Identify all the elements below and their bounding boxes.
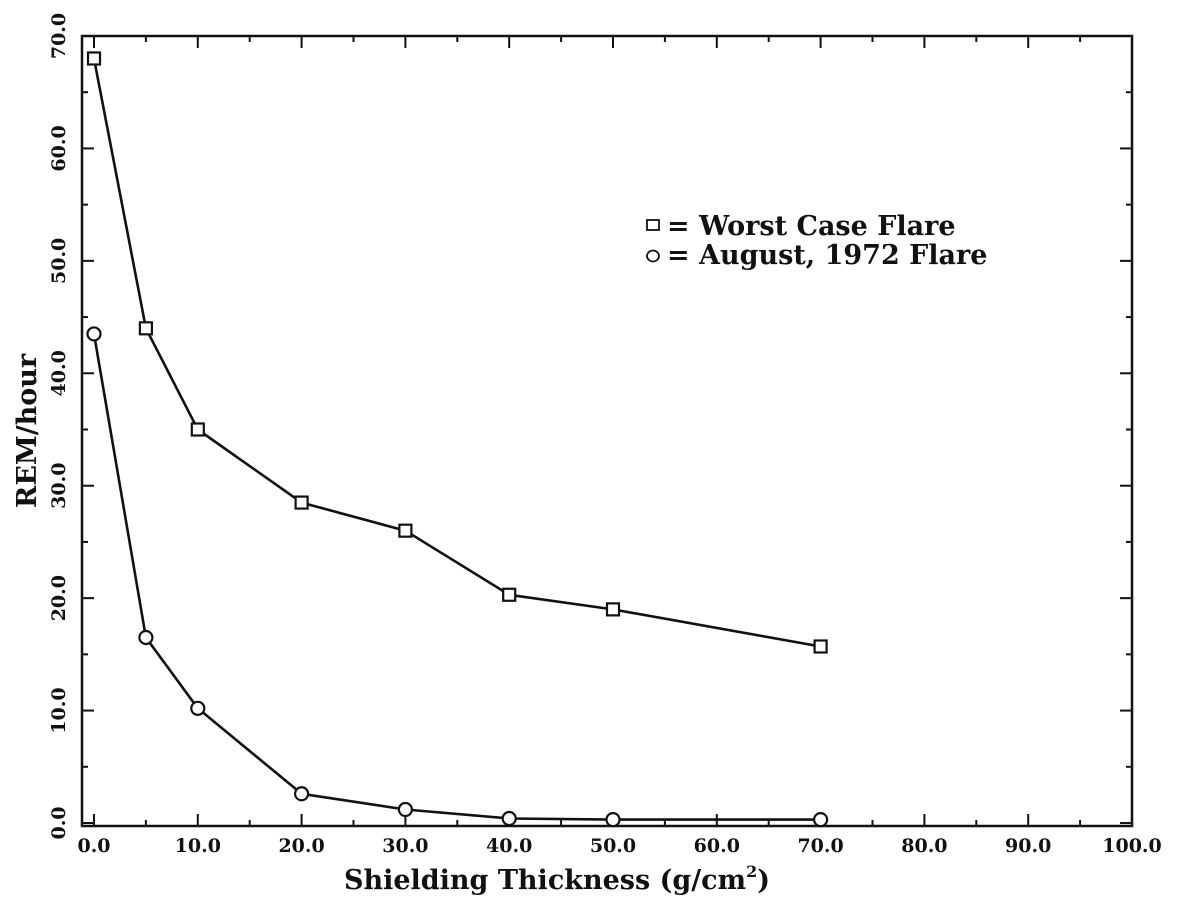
data-point-circle [605, 812, 621, 828]
y-tick-label: 10.0 [48, 687, 70, 733]
x-axis-title-main: Shielding Thickness (g/cm [344, 865, 746, 896]
x-axis-title-superscript: 2 [746, 862, 757, 881]
x-tick-label: 100.0 [1102, 835, 1162, 857]
x-tick-label: 20.0 [278, 835, 324, 857]
legend-label-august-1972: = August, 1972 Flare [667, 240, 987, 271]
data-point-square [502, 587, 517, 602]
data-point-circle [190, 700, 206, 716]
data-point-circle [294, 786, 310, 802]
y-axis-title: REM/hour [12, 353, 43, 508]
y-tick-label: 30.0 [48, 463, 70, 509]
x-axis-title: Shielding Thickness (g/cm2) [344, 862, 770, 896]
data-point-circle [501, 810, 517, 827]
legend-label-worst-case: = Worst Case Flare [667, 211, 956, 242]
data-point-square [398, 523, 413, 538]
x-axis-title-suffix: ) [757, 865, 770, 896]
data-point-circle [86, 326, 102, 342]
series-layer [86, 51, 829, 828]
x-tick-label: 80.0 [901, 835, 947, 857]
plot-frame [80, 34, 1134, 828]
data-point-circle [138, 629, 154, 646]
y-tick-label: 70.0 [48, 13, 70, 59]
axis-ticks [82, 35, 1133, 826]
x-tick-label: 70.0 [797, 835, 843, 857]
y-tick-label: 20.0 [48, 575, 70, 621]
x-tick-label: 0.0 [77, 835, 110, 857]
legend-circle-marker [646, 249, 660, 263]
x-tick-label: 40.0 [486, 835, 532, 857]
series-line-0 [92, 58, 821, 648]
data-point-circle [812, 812, 829, 828]
data-point-square [605, 602, 621, 617]
data-point-square [294, 495, 309, 510]
data-point-square [86, 51, 102, 66]
x-tick-labels: 0.0 10.0 20.0 30.0 40.0 50.0 60.0 70.0 80.0 90.0 1… [77, 835, 1161, 857]
x-tick-label: 50.0 [590, 835, 636, 857]
y-tick-label: 40.0 [48, 350, 70, 396]
legend-square-marker [646, 219, 660, 231]
y-tick-labels: 0.0 10.0 20.0 30.0 40.0 50.0 60.0 70.0 [48, 13, 70, 840]
data-point-square [138, 321, 153, 336]
series-line-1 [92, 333, 821, 821]
y-tick-label: 50.0 [48, 238, 70, 284]
data-point-square [813, 639, 828, 654]
x-tick-label: 10.0 [175, 835, 221, 857]
y-tick-label: 60.0 [48, 125, 70, 171]
x-tick-label: 30.0 [382, 835, 428, 857]
legend: = Worst Case Flare = August, 1972 Flare [646, 211, 987, 271]
data-point-circle [397, 801, 413, 818]
x-tick-label: 90.0 [1005, 835, 1051, 857]
x-tick-label: 60.0 [694, 835, 740, 857]
y-tick-label: 0.0 [48, 806, 70, 839]
data-point-square [190, 422, 205, 437]
